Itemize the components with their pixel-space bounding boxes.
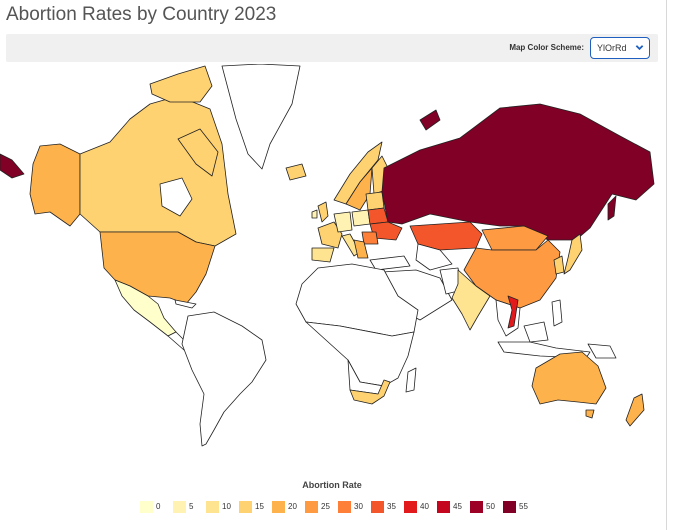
color-scheme-label: Map Color Scheme: [509, 43, 584, 52]
legend-swatch [437, 501, 450, 513]
region-madagascar [405, 367, 417, 393]
legend-label: 20 [288, 502, 297, 511]
region-korea[interactable] [553, 255, 565, 275]
region-baltics[interactable] [365, 191, 385, 211]
legend-label: 25 [321, 502, 330, 511]
region-united-kingdom[interactable] [317, 201, 329, 223]
legend-swatch [470, 501, 483, 513]
region-borneo [523, 321, 549, 343]
region-tasmania[interactable] [585, 409, 595, 419]
region-north-africa [295, 263, 419, 337]
region-turkey [369, 255, 411, 271]
legend-swatch [140, 501, 153, 513]
legend-label: 55 [519, 502, 528, 511]
region-baffin[interactable] [177, 128, 219, 177]
region-balkans[interactable] [353, 239, 369, 259]
region-papua-new-guinea [587, 343, 617, 359]
region-arctic-islands[interactable] [149, 65, 213, 103]
region-belarus[interactable] [367, 207, 389, 225]
region-japan[interactable] [563, 233, 583, 275]
legend-swatch [305, 501, 318, 513]
page-divider [666, 0, 667, 530]
region-china[interactable] [463, 239, 561, 309]
region-south-america [181, 311, 267, 447]
legend-swatch [404, 501, 417, 513]
region-russia[interactable] [381, 103, 655, 241]
legend-title: Abortion Rate [302, 480, 362, 490]
region-novaya-zemlya[interactable] [419, 109, 441, 131]
region-united-states[interactable] [99, 231, 216, 305]
color-scheme-select[interactable]: YlOrRd [590, 37, 650, 59]
region-philippines [551, 299, 563, 327]
region-india[interactable] [451, 269, 491, 331]
region-spain[interactable] [311, 247, 335, 263]
page-title: Abortion Rates by Country 2023 [6, 4, 277, 25]
legend-label: 40 [420, 502, 429, 511]
legend-label: 5 [189, 502, 194, 511]
region-australia[interactable] [531, 351, 607, 405]
region-alaska[interactable] [29, 143, 81, 227]
legend-label: 35 [387, 502, 396, 511]
legend-swatch [239, 501, 252, 513]
region-romania[interactable] [361, 231, 379, 245]
region-vietnam[interactable] [507, 295, 519, 329]
color-scheme-value: YlOrRd [597, 43, 627, 53]
region-ireland[interactable] [311, 209, 318, 219]
legend-label: 15 [255, 502, 264, 511]
legend-swatch [206, 501, 219, 513]
legend-label: 10 [222, 502, 231, 511]
legend-label: 30 [354, 502, 363, 511]
region-germany[interactable] [333, 211, 353, 233]
legend-swatch [503, 501, 516, 513]
legend-swatch [371, 501, 384, 513]
region-poland[interactable] [351, 209, 371, 227]
region-central-asia [415, 243, 453, 271]
chevron-down-icon [635, 43, 644, 54]
legend-swatch [338, 501, 351, 513]
region-sakhalin[interactable] [607, 195, 617, 221]
region-south-africa[interactable] [349, 379, 391, 405]
region-france[interactable] [317, 221, 343, 249]
region-greenland [221, 63, 301, 170]
legend-swatch [272, 501, 285, 513]
map-toolbar: Map Color Scheme: YlOrRd [6, 34, 658, 62]
legend-label: 0 [156, 502, 161, 511]
region-iceland[interactable] [285, 163, 307, 181]
legend-label: 45 [453, 502, 462, 511]
legend-label: 50 [486, 502, 495, 511]
region-mongolia[interactable] [481, 225, 549, 251]
world-map [0, 63, 664, 458]
region-new-zealand[interactable] [625, 393, 645, 427]
hudson-bay [159, 177, 193, 217]
region-chukotka[interactable] [0, 153, 25, 179]
region-cuba [174, 299, 197, 309]
region-sweden[interactable] [345, 167, 373, 211]
legend-swatch [173, 501, 186, 513]
